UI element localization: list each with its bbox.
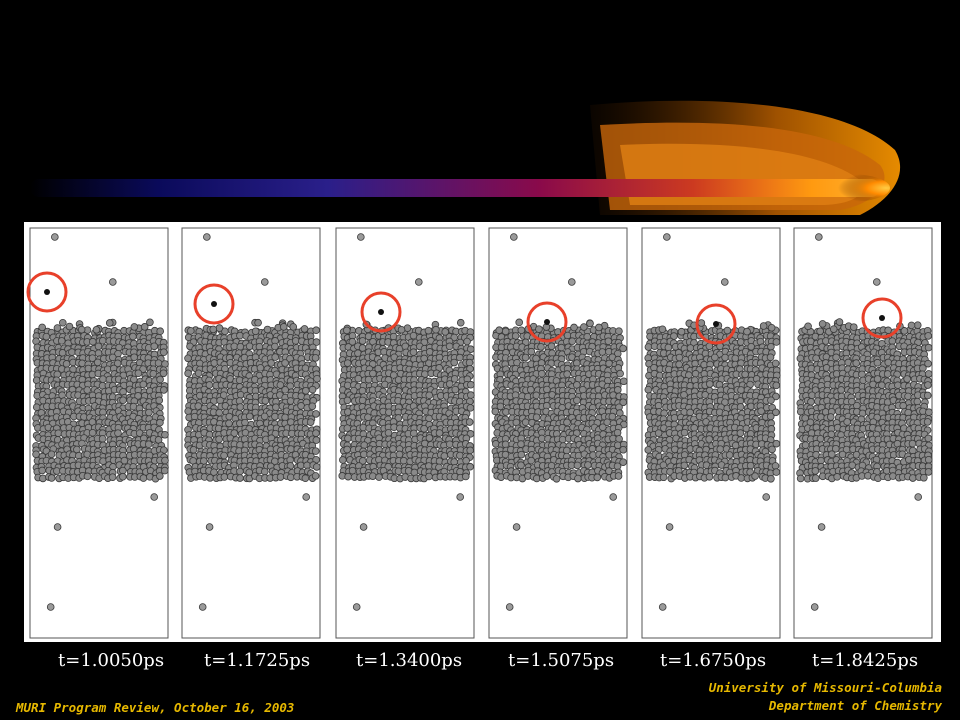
highlight-circle bbox=[26, 271, 68, 313]
snapshot-panels bbox=[26, 227, 933, 639]
atom-slab bbox=[32, 318, 169, 483]
tracked-atom bbox=[879, 315, 885, 321]
highlight-circle bbox=[695, 303, 737, 345]
time-label-1: t=1.0050ps bbox=[58, 650, 165, 671]
gas-atoms bbox=[352, 233, 465, 611]
snapshot-panel-5 bbox=[641, 227, 781, 639]
gas-atoms bbox=[198, 233, 311, 611]
tracked-atom bbox=[544, 319, 550, 325]
highlight-circle bbox=[861, 297, 903, 339]
footer-university: University of Missouri-Columbia bbox=[708, 680, 942, 695]
highlight-circle bbox=[360, 291, 402, 333]
highlight-circle bbox=[526, 301, 568, 343]
snapshot-panel-2 bbox=[181, 227, 321, 639]
snapshot-panel-6 bbox=[793, 227, 933, 639]
tracked-atom bbox=[211, 301, 217, 307]
snapshot-panel-4 bbox=[488, 227, 628, 639]
atom-slab bbox=[491, 318, 628, 483]
time-label-3: t=1.3400ps bbox=[356, 650, 463, 671]
footer-institution: University of Missouri-Columbia Departme… bbox=[709, 679, 942, 715]
tracked-atom bbox=[44, 289, 50, 295]
banner-swoosh bbox=[30, 100, 901, 215]
snapshot-panel-1 bbox=[26, 227, 169, 639]
atom-slab bbox=[338, 318, 475, 483]
footer-department: Department of Chemistry bbox=[768, 698, 942, 713]
atom-slab bbox=[796, 318, 933, 483]
gas-atoms bbox=[46, 233, 158, 611]
simulation-snapshots bbox=[24, 222, 941, 642]
footer-program: MURI Program Review, October 16, 2003 bbox=[16, 700, 295, 715]
tracked-atom bbox=[378, 309, 384, 315]
snapshot-panel-3 bbox=[335, 227, 475, 639]
time-label-6: t=1.8425ps bbox=[812, 650, 919, 671]
gas-atoms bbox=[810, 233, 922, 611]
atom-slab bbox=[644, 319, 781, 483]
time-label-5: t=1.6750ps bbox=[660, 650, 767, 671]
highlight-circle bbox=[193, 283, 235, 325]
time-label-2: t=1.1725ps bbox=[204, 650, 311, 671]
atom-slab bbox=[184, 318, 321, 483]
tracked-atom bbox=[713, 321, 719, 327]
time-label-4: t=1.5075ps bbox=[508, 650, 615, 671]
gas-atoms bbox=[505, 233, 617, 611]
gas-atoms bbox=[658, 233, 770, 611]
